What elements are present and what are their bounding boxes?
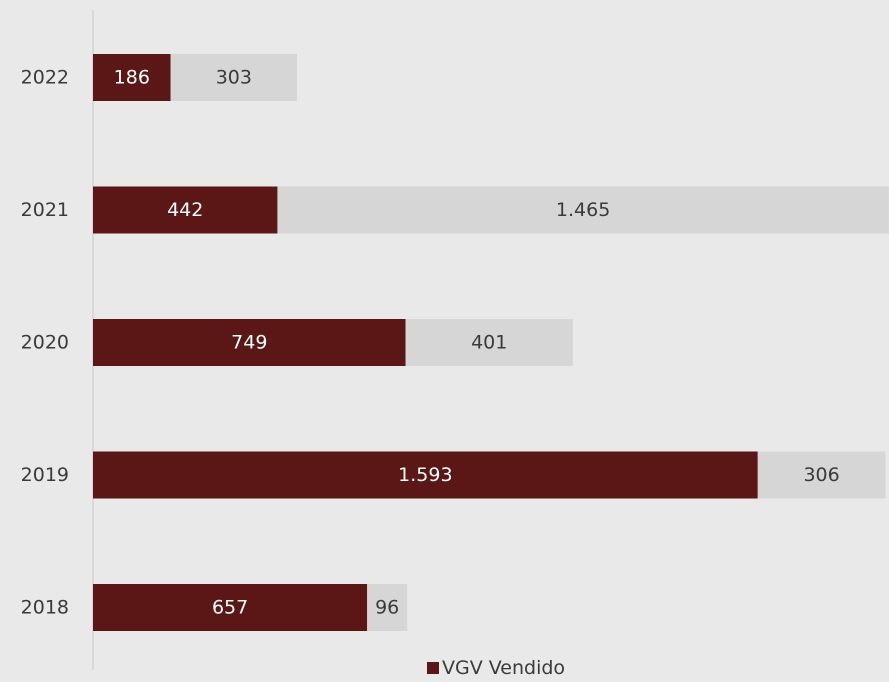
bar-sold-2022 bbox=[93, 54, 171, 101]
bar-remaining-2019 bbox=[757, 451, 886, 499]
data-label-sold-2020: 749 bbox=[231, 332, 267, 354]
legend-swatch-vgv-vendido bbox=[427, 662, 439, 674]
data-label-sold-2018: 657 bbox=[212, 597, 248, 619]
bar-sold-2019 bbox=[93, 451, 758, 499]
category-label-2018: 2018 bbox=[21, 597, 69, 619]
bar-remaining-2021 bbox=[277, 186, 889, 234]
data-label-remaining-2019: 306 bbox=[803, 464, 839, 486]
category-label-2019: 2019 bbox=[21, 464, 69, 486]
category-label-2021: 2021 bbox=[21, 199, 69, 221]
data-label-sold-2021: 442 bbox=[167, 199, 203, 221]
data-label-sold-2019: 1.593 bbox=[398, 464, 452, 486]
bar-remaining-2018 bbox=[367, 584, 408, 631]
legend-label: VGV Vendido bbox=[442, 657, 566, 679]
category-label-2020: 2020 bbox=[21, 332, 69, 354]
data-label-remaining-2022: 303 bbox=[216, 67, 252, 89]
bar-remaining-2020 bbox=[405, 319, 573, 366]
bar-sold-2018 bbox=[93, 584, 368, 631]
bar-remaining-2022 bbox=[170, 54, 298, 101]
bars-group: 186 303 442 1.465 749 401 1.593 306 657 96 bbox=[93, 54, 889, 631]
data-label-sold-2022: 186 bbox=[114, 67, 150, 89]
legend: VGV Vendido bbox=[427, 657, 565, 679]
category-label-2022: 2022 bbox=[21, 67, 69, 89]
bar-sold-2021 bbox=[93, 186, 278, 234]
data-label-remaining-2021: 1.465 bbox=[556, 199, 610, 221]
data-label-remaining-2020: 401 bbox=[471, 332, 507, 354]
data-label-remaining-2018: 96 bbox=[375, 597, 399, 619]
bar-sold-2020 bbox=[93, 319, 406, 366]
